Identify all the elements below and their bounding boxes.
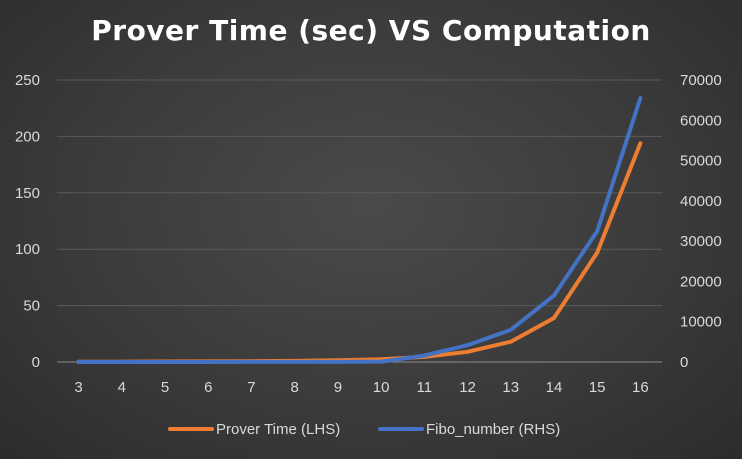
x-axis-tick-label: 15 bbox=[589, 379, 606, 396]
series-line-1 bbox=[76, 141, 643, 364]
left-axis-tick-label: 100 bbox=[15, 241, 40, 258]
legend-label: Prover Time (LHS) bbox=[216, 421, 340, 438]
x-axis-tick-label: 11 bbox=[417, 379, 433, 396]
x-axis-tick-label: 12 bbox=[459, 379, 476, 396]
right-axis-tick-label: 60000 bbox=[680, 112, 722, 129]
x-axis-tick-label: 4 bbox=[118, 379, 126, 396]
x-axis-tick-label: 8 bbox=[291, 379, 299, 396]
x-axis-tick-label: 3 bbox=[74, 379, 82, 396]
left-axis-tick-label: 0 bbox=[32, 354, 40, 371]
legend-label: Fibo_number (RHS) bbox=[426, 421, 560, 438]
right-axis-tick-label: 70000 bbox=[680, 72, 722, 89]
right-axis-tick-label: 30000 bbox=[680, 233, 722, 250]
left-axis-tick-label: 50 bbox=[23, 298, 40, 315]
left-axis-tick-label: 150 bbox=[15, 185, 40, 202]
x-axis-tick-label: 5 bbox=[161, 379, 169, 396]
x-axis-tick-label: 16 bbox=[632, 379, 649, 396]
series-line-2 bbox=[76, 96, 643, 364]
x-axis-tick-label: 10 bbox=[373, 379, 390, 396]
chart-title: Prover Time (sec) VS Computation bbox=[91, 14, 651, 47]
left-axis-tick-label: 200 bbox=[15, 128, 40, 145]
left-axis-tick-label: 250 bbox=[15, 72, 40, 89]
right-axis-tick-label: 20000 bbox=[680, 273, 722, 290]
right-axis-tick-label: 50000 bbox=[680, 153, 722, 170]
right-axis-tick-label: 0 bbox=[680, 354, 688, 371]
right-axis-tick-label: 40000 bbox=[680, 193, 722, 210]
x-axis-tick-label: 7 bbox=[247, 379, 255, 396]
x-axis-tick-label: 6 bbox=[204, 379, 212, 396]
x-axis-tick-label: 9 bbox=[334, 379, 342, 396]
right-axis-tick-label: 10000 bbox=[680, 314, 722, 331]
x-axis-tick-label: 14 bbox=[546, 379, 563, 396]
x-axis-tick-label: 13 bbox=[502, 379, 519, 396]
